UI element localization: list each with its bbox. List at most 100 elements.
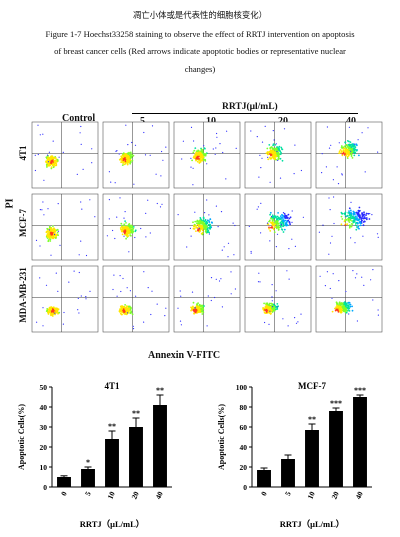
scatter-density-cloud bbox=[112, 271, 167, 330]
flow-panel-r1-c2 bbox=[173, 193, 241, 261]
x-tick-label: 5 bbox=[83, 490, 93, 497]
flow-panel-r0-c2 bbox=[173, 121, 241, 189]
bar-chart-mcf7: MCF-7 0 20 40 60 80 100 Apoptotic Cells(%) 0 5 ** 1… bbox=[217, 381, 372, 529]
bar bbox=[329, 411, 343, 487]
x-tick-label: 40 bbox=[153, 490, 164, 501]
y-axis-label: Apoptotic Cells(%) bbox=[17, 404, 26, 470]
flow-panel-r0-c0 bbox=[31, 121, 99, 189]
chart-title: MCF-7 bbox=[298, 381, 326, 391]
flow-panel-r2-c0 bbox=[31, 265, 99, 333]
flow-panel-r0-c4 bbox=[315, 121, 383, 189]
caption-chinese-title: 凋亡小体或是代表性的细胞核变化） bbox=[133, 10, 267, 20]
panel-frame bbox=[31, 193, 99, 261]
y-tick-label: 100 bbox=[236, 383, 248, 392]
panel-frame bbox=[315, 265, 383, 333]
panel-frame bbox=[244, 193, 312, 261]
significance-label: *** bbox=[354, 386, 366, 395]
y-tick-label: 30 bbox=[40, 423, 48, 432]
bar bbox=[81, 469, 95, 487]
bar-chart-4t1: 4T1 0 10 20 30 40 50 Apoptotic Cells(%) 0 * 5 ** 10 *… bbox=[17, 381, 172, 529]
y-tick-label: 20 bbox=[240, 463, 248, 472]
bar bbox=[129, 427, 143, 487]
bar bbox=[281, 459, 295, 487]
annexin-axis-label: Annexin V-FITC bbox=[148, 350, 221, 361]
bar bbox=[353, 397, 367, 487]
significance-label: *** bbox=[330, 399, 342, 408]
y-tick-label: 60 bbox=[240, 423, 248, 432]
flow-panel-r2-c1 bbox=[102, 265, 170, 333]
flow-panel-r1-c3 bbox=[244, 193, 312, 261]
panel-frame bbox=[102, 121, 170, 189]
panel-frame bbox=[102, 265, 170, 333]
column-label-5: 5 bbox=[140, 116, 145, 127]
panel-frame bbox=[102, 193, 170, 261]
y-tick-label: 40 bbox=[40, 403, 48, 412]
scatter-density-cloud bbox=[250, 125, 302, 183]
bar bbox=[305, 430, 319, 487]
y-tick-label: 0 bbox=[243, 483, 247, 492]
scatter-density-cloud bbox=[248, 202, 304, 254]
bar bbox=[57, 477, 71, 487]
column-label-40: 40 bbox=[346, 116, 356, 127]
panel-frame bbox=[31, 265, 99, 333]
caption-line-1: Figure 1-7 Hoechst33258 staining to obse… bbox=[45, 29, 355, 39]
treatment-bracket-line bbox=[132, 113, 358, 114]
scatter-density-cloud bbox=[319, 269, 379, 322]
y-tick-label: 20 bbox=[40, 443, 48, 452]
column-label-control: Control bbox=[62, 113, 96, 124]
treatment-label: RRTJ(μl/mL) bbox=[222, 102, 278, 112]
significance-label: * bbox=[86, 458, 90, 467]
scatter-density-cloud bbox=[36, 270, 91, 327]
x-tick-label: 20 bbox=[129, 490, 140, 501]
x-tick-label: 0 bbox=[59, 490, 69, 497]
flow-panel-r1-c1 bbox=[102, 193, 170, 261]
x-tick-label: 0 bbox=[259, 490, 269, 497]
panel-frame bbox=[31, 121, 99, 189]
x-tick-label: 40 bbox=[353, 490, 364, 501]
flow-panel-r2-c3 bbox=[244, 265, 312, 333]
bar bbox=[257, 470, 271, 487]
scatter-density-cloud bbox=[34, 124, 93, 181]
scatter-density-cloud bbox=[318, 196, 379, 255]
significance-label: ** bbox=[156, 386, 164, 395]
x-tick-label: 10 bbox=[305, 490, 316, 501]
x-tick-label: 10 bbox=[105, 490, 116, 501]
significance-label: ** bbox=[108, 422, 116, 431]
column-label-20: 20 bbox=[278, 116, 288, 127]
scatter-density-cloud bbox=[177, 271, 236, 327]
flow-panel-r0-c3 bbox=[244, 121, 312, 189]
chart-title: 4T1 bbox=[104, 381, 120, 391]
y-tick-label: 80 bbox=[240, 403, 248, 412]
y-tick-label: 10 bbox=[40, 463, 48, 472]
flow-panel-r0-c1 bbox=[102, 121, 170, 189]
y-axis-label: Apoptotic Cells(%) bbox=[217, 404, 226, 470]
scatter-density-cloud bbox=[181, 126, 237, 186]
y-tick-label: 50 bbox=[40, 383, 48, 392]
y-tick-label: 40 bbox=[240, 443, 248, 452]
x-tick-label: 5 bbox=[283, 490, 293, 497]
x-axis-label: RRTJ（μL/mL） bbox=[280, 519, 345, 529]
x-tick-label: 20 bbox=[329, 490, 340, 501]
column-label-10: 10 bbox=[206, 116, 216, 127]
flow-panel-r1-c0 bbox=[31, 193, 99, 261]
flow-panel-r2-c2 bbox=[173, 265, 241, 333]
scatter-density-cloud bbox=[177, 199, 236, 258]
caption-line-2: of breast cancer cells (Red arrows indic… bbox=[54, 46, 346, 56]
scatter-density-cloud bbox=[257, 270, 302, 327]
flow-panel-r2-c4 bbox=[315, 265, 383, 333]
scatter-density-cloud bbox=[321, 126, 379, 185]
caption-line-3: changes) bbox=[184, 64, 216, 74]
flow-panel-grid bbox=[31, 121, 383, 333]
significance-label: ** bbox=[132, 409, 140, 418]
y-tick-label: 0 bbox=[43, 483, 47, 492]
panel-frame bbox=[173, 121, 241, 189]
significance-label: ** bbox=[308, 415, 316, 424]
scatter-density-cloud bbox=[108, 124, 167, 185]
bar bbox=[153, 405, 167, 487]
bar bbox=[105, 439, 119, 487]
panel-frame bbox=[173, 265, 241, 333]
x-axis-label: RRTJ（μL/mL） bbox=[80, 519, 145, 529]
scatter-density-cloud bbox=[35, 199, 96, 257]
scatter-density-cloud bbox=[106, 197, 163, 253]
panel-frame bbox=[244, 265, 312, 333]
